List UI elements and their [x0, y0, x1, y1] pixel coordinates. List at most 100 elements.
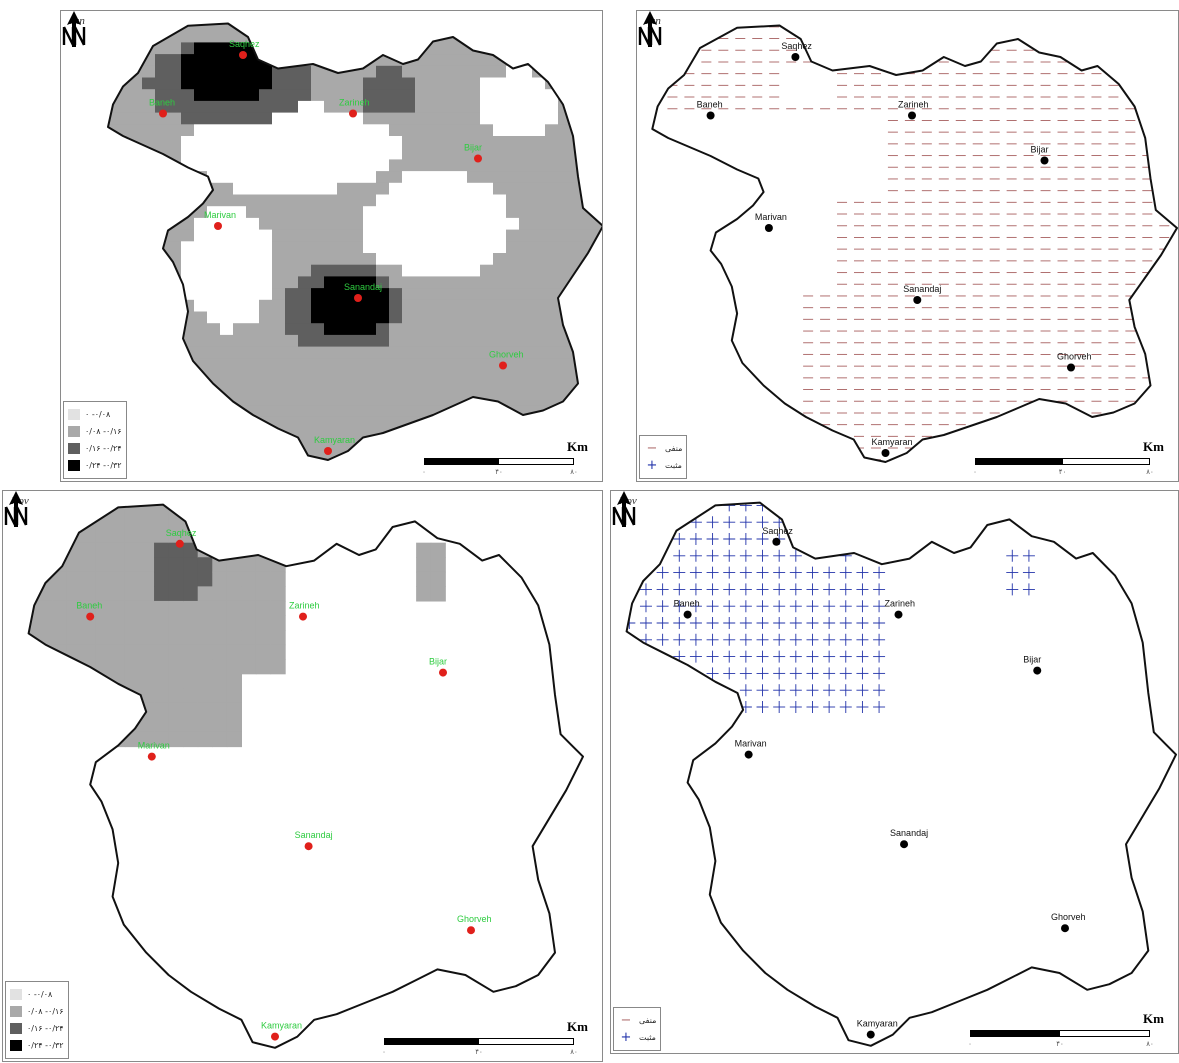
- legend-label: ۰/۱۶ -۰/۲۴: [27, 1024, 64, 1033]
- map-svg: Saqhez Baneh Zarineh Bijar Marivan Sanandaj Gh…: [107, 22, 602, 461]
- legend-swatch: [10, 1040, 22, 1051]
- city-label: Saqhez: [762, 526, 793, 536]
- legend-swatch: [68, 409, 80, 420]
- legend-label: منفی: [639, 1016, 657, 1025]
- city-label: Bijar: [1031, 145, 1049, 155]
- province-boundary: [107, 22, 602, 461]
- city-marker: [881, 449, 890, 457]
- scale-tick-label: ۴۰: [495, 468, 503, 476]
- scale-bar: [975, 458, 1150, 465]
- city-marker: [900, 840, 909, 849]
- city-marker: [239, 51, 247, 59]
- city-marker: [764, 224, 773, 232]
- north-arrow-icon: [62, 11, 86, 47]
- legend-label: مثبت: [665, 461, 682, 470]
- city-label: Saqhez: [166, 528, 197, 538]
- city-label: Baneh: [149, 98, 175, 108]
- city-marker: [1033, 666, 1042, 675]
- legend-item: ۰/۲۴ -۰/۳۲: [68, 457, 122, 474]
- legend-item: + مثبت: [644, 457, 682, 474]
- province-boundary: [625, 501, 1177, 1047]
- legend-label: منفی: [665, 444, 683, 453]
- scale-tick-label: ۰: [382, 1048, 386, 1056]
- city-marker: [474, 154, 482, 163]
- legend-item: ۰/۲۴ -۰/۳۲: [10, 1037, 64, 1054]
- city-label: Kamyaran: [314, 435, 355, 445]
- scale-bar: [970, 1030, 1150, 1037]
- city-marker: [913, 296, 922, 304]
- legend-swatch: [10, 1023, 22, 1034]
- scale-ticks: ۰ ۴۰ ۸۰: [973, 468, 1154, 478]
- north-arrow-icon: [612, 491, 636, 527]
- city-marker: [706, 111, 715, 120]
- city-label: Ghorveh: [489, 350, 524, 360]
- legend-label: مثبت: [639, 1033, 656, 1042]
- city-marker: [1067, 363, 1075, 372]
- legend-item: ۰/۱۶ -۰/۲۴: [10, 1020, 64, 1037]
- city-label: Marivan: [735, 739, 767, 749]
- city-label: Bijar: [429, 657, 447, 667]
- city-label: Baneh: [674, 599, 700, 609]
- city-marker: [147, 752, 156, 761]
- legend-symbol: +: [646, 458, 658, 473]
- city-marker: [744, 750, 753, 759]
- city-label: Baneh: [76, 601, 102, 611]
- map-panel-nov-classified: Saqhez Baneh Zarineh Bijar Marivan Sanandaj Gh…: [2, 490, 603, 1062]
- city-marker: [349, 109, 357, 118]
- legend-label: ۰ -۰/۰۸: [27, 990, 53, 999]
- city-label: Marivan: [138, 741, 170, 751]
- map-fill-layer: [667, 26, 1170, 461]
- legend: ۰ -۰/۰۸ ۰/۰۸ -۰/۱۶ ۰/۱۶ -۰/۲۴ ۰/۲۴ -۰/۳۲: [5, 981, 69, 1059]
- legend-swatch: [68, 460, 80, 471]
- city-marker: [791, 53, 800, 61]
- city-label: Sanandaj: [344, 282, 382, 292]
- scale-tick-label: ۰: [968, 1040, 972, 1048]
- city-marker: [86, 612, 95, 621]
- city-marker: [354, 294, 362, 302]
- legend-item: ۰/۰۸ -۰/۱۶: [68, 423, 122, 440]
- legend-symbol: −: [646, 441, 658, 456]
- legend-symbol: +: [620, 1030, 632, 1045]
- city-marker: [159, 109, 167, 118]
- map-fill-layer: [28, 504, 446, 748]
- scale-tick-label: ۸۰: [1146, 468, 1154, 476]
- scale-ticks: ۰ ۴۰ ۸۰: [968, 1040, 1154, 1050]
- city-label: Kamyaran: [261, 1021, 302, 1031]
- legend-item: ۰/۰۸ -۰/۱۶: [10, 1003, 64, 1020]
- city-marker: [214, 222, 222, 230]
- legend-item: − منفی: [618, 1012, 657, 1029]
- city-marker: [1040, 156, 1049, 165]
- city-marker: [866, 1030, 875, 1039]
- north-arrow-icon: [4, 491, 28, 527]
- city-label: Saqhez: [229, 39, 260, 49]
- city-marker: [683, 610, 692, 619]
- legend: ۰ -۰/۰۸ ۰/۰۸ -۰/۱۶ ۰/۱۶ -۰/۲۴ ۰/۲۴ -۰/۳۲: [63, 401, 127, 479]
- province-boundary: [27, 503, 584, 1049]
- city-marker: [439, 668, 447, 677]
- city-label: Bijar: [1023, 655, 1041, 665]
- city-label: Kamyaran: [857, 1019, 898, 1029]
- scale-bar: [424, 458, 574, 465]
- scale-tick-label: ۴۰: [475, 1048, 483, 1056]
- scale-ticks: ۰ ۴۰ ۸۰: [422, 468, 578, 478]
- city-marker: [299, 612, 307, 621]
- km-label: Km: [567, 439, 588, 454]
- city-label: Marivan: [204, 210, 236, 220]
- city-label: Zarineh: [289, 601, 320, 611]
- city-label: Zarineh: [898, 100, 929, 110]
- legend-item: ۰ -۰/۰۸: [68, 406, 122, 423]
- city-label: Saqhez: [781, 41, 812, 51]
- city-marker: [467, 926, 475, 935]
- city-label: Sanandaj: [903, 284, 941, 294]
- city-label: Sanandaj: [890, 828, 928, 838]
- city-label: Sanandaj: [295, 830, 333, 840]
- scale-tick-label: ۴۰: [1058, 468, 1067, 476]
- city-marker: [271, 1032, 279, 1041]
- city-marker: [304, 842, 313, 851]
- legend-item: + مثبت: [618, 1029, 656, 1046]
- scale-ticks: ۰ ۴۰ ۸۰: [382, 1048, 578, 1058]
- city-label: Bijar: [464, 143, 482, 153]
- map-svg: Saqhez Baneh Zarineh Bijar Marivan Sanandaj Gh…: [625, 501, 1177, 1047]
- scale-tick-label: ۸۰: [1146, 1040, 1154, 1048]
- legend: − منفی + مثبت: [613, 1007, 662, 1051]
